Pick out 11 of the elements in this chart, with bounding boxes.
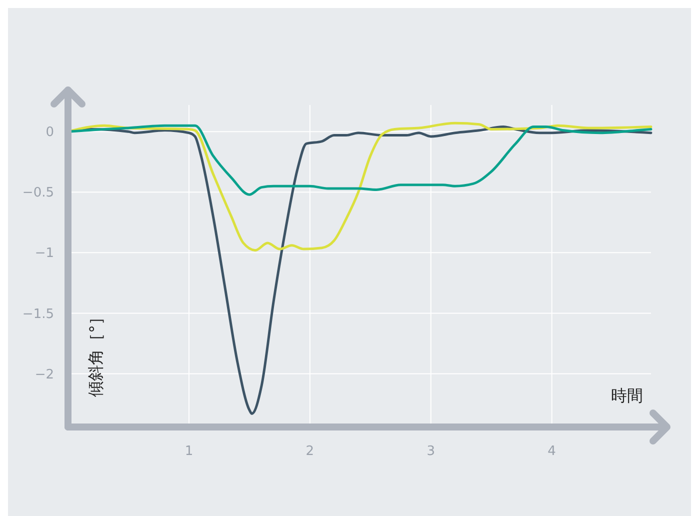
y-axis-title: 傾斜角［°］ — [86, 309, 105, 397]
x-tick-label: 2 — [306, 444, 314, 459]
y-tick-label: −2 — [34, 367, 54, 382]
x-tick-label: 4 — [548, 444, 556, 459]
x-tick-label: 3 — [426, 444, 436, 459]
y-tick-label: 0 — [46, 125, 54, 140]
y-tick-label: −1 — [34, 246, 54, 262]
x-axis-title: 時間 — [611, 386, 643, 405]
y-tick-label: −1.5 — [22, 306, 54, 322]
y-tick-label: −0.5 — [22, 186, 54, 201]
x-tick-label: 1 — [184, 444, 194, 459]
